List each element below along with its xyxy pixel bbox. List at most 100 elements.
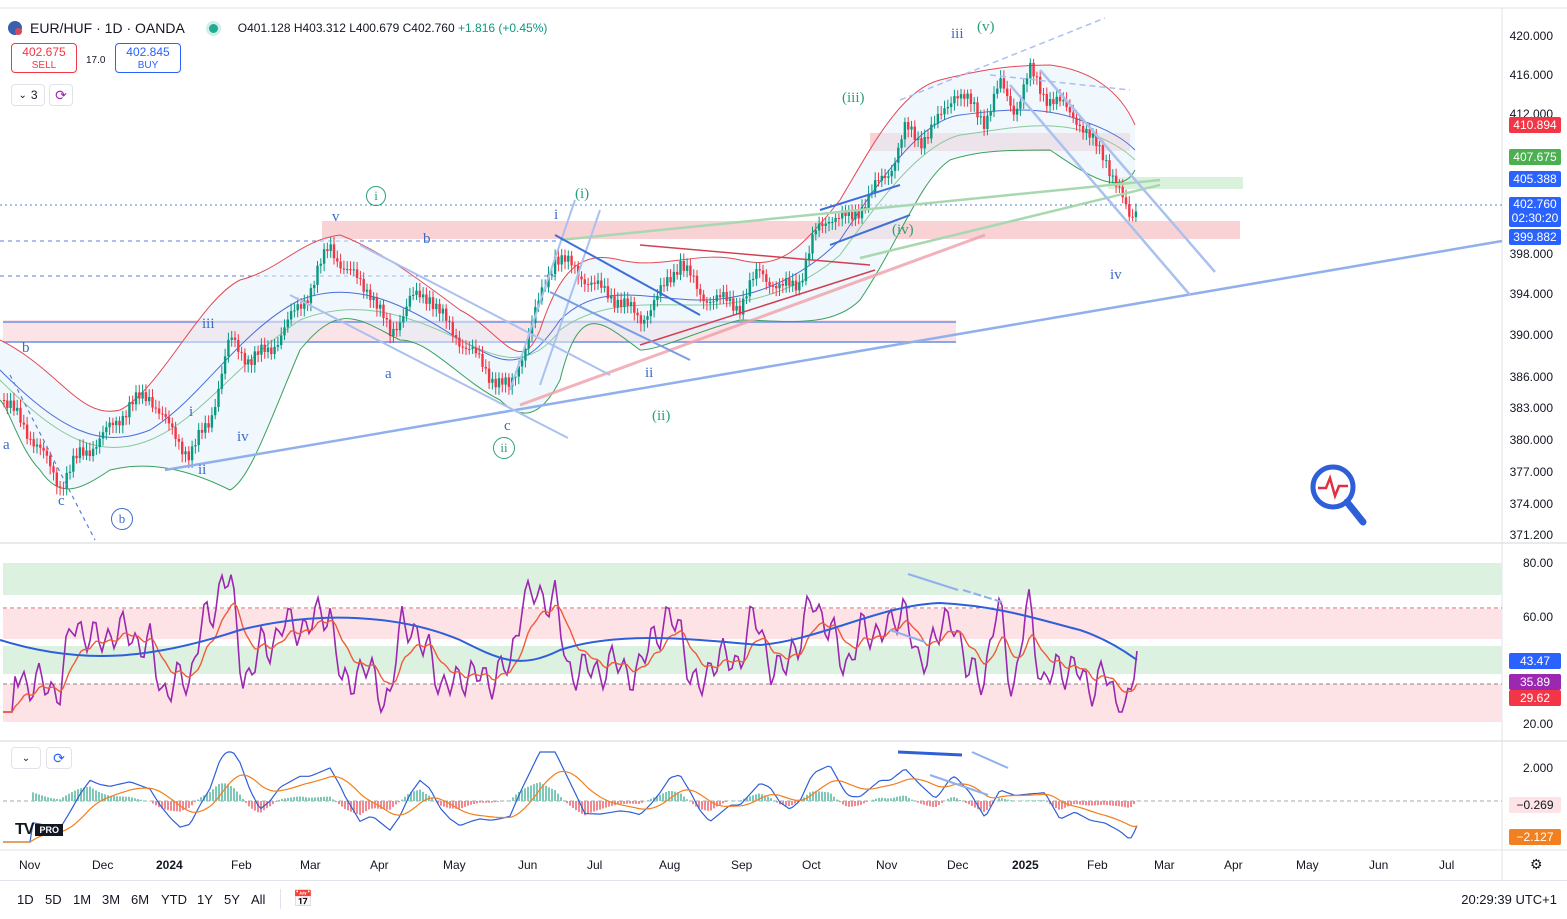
macd-bar [1055, 801, 1057, 808]
candle-body [933, 124, 935, 125]
candle-body [468, 349, 470, 350]
candle-body [330, 244, 332, 251]
candle-body [458, 338, 460, 347]
macd-bar [62, 797, 64, 801]
time-tick: Jun [518, 858, 537, 872]
macd-bar [887, 798, 889, 801]
buy-button[interactable]: 402.845 BUY [115, 43, 181, 73]
candle-body [653, 300, 655, 310]
candle-body [1003, 78, 1005, 88]
macd-bar [1028, 800, 1030, 801]
price-tag-green: 407.675 [1509, 149, 1561, 165]
wave-label: i [554, 207, 558, 224]
macd-bar [329, 797, 331, 801]
macd-bar [785, 801, 787, 805]
timeframe-5d[interactable]: 5D [45, 892, 62, 907]
macd-bar [998, 798, 1000, 801]
candle-body [1062, 100, 1064, 101]
macd-collapse-button[interactable]: ⌄ [11, 747, 41, 769]
candle-body [561, 255, 563, 264]
time-tick: Jul [587, 858, 602, 872]
macd-bar [1040, 800, 1042, 801]
clock[interactable]: 20:29:39 UTC+1 [1461, 892, 1557, 907]
price-tag-blue: 405.388 [1509, 171, 1561, 187]
tradingview-logo: TV PRO [15, 821, 63, 839]
candle-body [1125, 197, 1127, 204]
wave-label: c [58, 493, 65, 510]
candle-body [99, 439, 101, 448]
timeframe-6m[interactable]: 6M [131, 892, 149, 907]
candle-body [326, 249, 328, 251]
indicators-collapse-button[interactable]: ⌄ 3 [11, 84, 45, 106]
macd-bar [395, 801, 397, 804]
candle-body [198, 430, 200, 445]
macd-bar [824, 792, 826, 801]
candle-body [221, 374, 223, 389]
candle-body [29, 439, 31, 440]
macd-bar [317, 797, 319, 801]
candle-body [1032, 63, 1034, 76]
rsi-tag-blue: 43.47 [1509, 653, 1561, 669]
timeframe-3m[interactable]: 3M [102, 892, 120, 907]
candle-body [884, 176, 886, 178]
timeframe-1y[interactable]: 1Y [197, 892, 213, 907]
candle-body [891, 171, 893, 176]
candle-body [570, 256, 572, 266]
macd-bar [194, 801, 196, 802]
price-tick: 374.000 [1510, 497, 1553, 511]
candle-body [815, 230, 817, 234]
timeframe-all[interactable]: All [251, 892, 265, 907]
macd-bar [1058, 801, 1060, 810]
candle-body [1029, 63, 1031, 78]
macd-bar [497, 801, 499, 802]
macd-bar [338, 801, 340, 804]
macd-bar [272, 801, 274, 804]
wave-label: b [22, 340, 30, 357]
candle-body [79, 447, 81, 458]
timeframe-ytd[interactable]: YTD [161, 892, 187, 907]
candle-body [419, 291, 421, 298]
timeframe-5y[interactable]: 5Y [224, 892, 240, 907]
wave-label: (v) [977, 19, 995, 36]
macd-bar [1037, 800, 1039, 801]
macd-bar [899, 796, 901, 801]
settings-gear-icon[interactable]: ⚙ [1530, 856, 1543, 873]
macd-bar [341, 801, 343, 807]
candle-body [1049, 99, 1051, 106]
candle-body [877, 180, 879, 181]
macd-bar [404, 797, 406, 801]
macd-sync-button[interactable]: ⟳ [46, 747, 72, 769]
wave-label: a [3, 437, 10, 454]
macd-bar [89, 787, 91, 801]
wave-label: (i) [575, 186, 589, 203]
candle-body [765, 274, 767, 282]
sync-button[interactable]: ⟳ [49, 84, 73, 106]
macd-bar [929, 801, 931, 806]
macd-bar [524, 788, 526, 801]
candle-body [854, 212, 856, 220]
price-tag-red: 410.894 [1509, 117, 1561, 133]
rsi-tick: 60.00 [1523, 610, 1553, 624]
macd-bar [881, 798, 883, 801]
macd-bar [602, 801, 604, 809]
candle-body [594, 283, 596, 284]
macd-bar [92, 789, 94, 801]
timeframe-1m[interactable]: 1M [73, 892, 91, 907]
candle-body [316, 266, 318, 285]
macd-bar [905, 796, 907, 801]
macd-bar [605, 801, 607, 808]
macd-bar [431, 798, 433, 801]
candle-body [983, 116, 985, 129]
symbol-title[interactable]: EUR/HUF · 1D · OANDA [30, 20, 185, 36]
timeframe-1d[interactable]: 1D [17, 892, 34, 907]
sell-button[interactable]: 402.675 SELL [11, 43, 77, 73]
macd-bar [143, 800, 145, 801]
candle-body [874, 180, 876, 192]
macd-bar [164, 801, 166, 809]
candle-body [927, 137, 929, 139]
wave-label: ii [198, 462, 206, 479]
calendar-icon[interactable]: 📅 [293, 889, 313, 909]
macd-bar [857, 801, 859, 806]
candle-body [564, 255, 566, 261]
